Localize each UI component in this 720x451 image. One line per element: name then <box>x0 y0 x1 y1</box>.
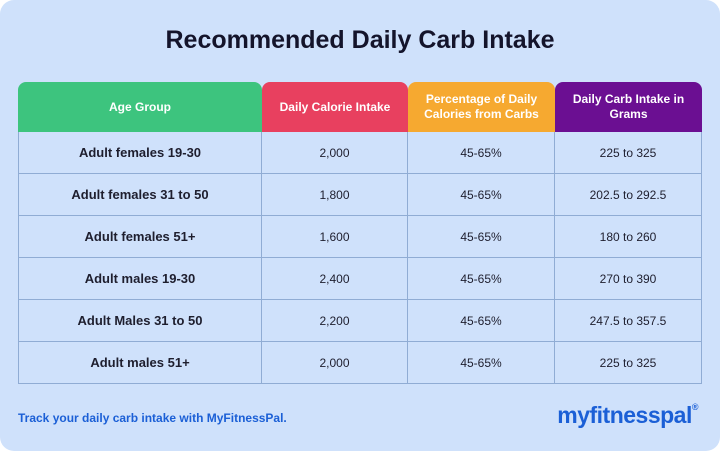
table-row: Adult males 51+ 2,000 45-65% 225 to 325 <box>18 342 702 384</box>
age-group-cell: Adult females 31 to 50 <box>18 174 262 216</box>
table-body: Adult females 19-30 2,000 45-65% 225 to 325… <box>18 132 702 384</box>
column-header: Age Group <box>18 82 262 132</box>
value-cell: 1,800 <box>262 174 408 216</box>
value-cell: 2,000 <box>262 132 408 174</box>
value-cell: 1,600 <box>262 216 408 258</box>
logo-text: myfitnesspal <box>557 402 692 428</box>
title: Recommended Daily Carb Intake <box>165 26 555 54</box>
table-row: Adult females 51+ 1,600 45-65% 180 to 260 <box>18 216 702 258</box>
age-group-cell: Adult females 51+ <box>18 216 262 258</box>
value-cell: 202.5 to 292.5 <box>555 174 702 216</box>
age-group-cell: Adult females 19-30 <box>18 132 262 174</box>
value-cell: 45-65% <box>408 300 555 342</box>
table-row: Adult Males 31 to 50 2,200 45-65% 247.5 to … <box>18 300 702 342</box>
column-header: Percentage of Daily Calories from Carbs <box>408 82 555 132</box>
value-cell: 225 to 325 <box>555 132 702 174</box>
age-group-cell: Adult males 51+ <box>18 342 262 384</box>
value-cell: 45-65% <box>408 174 555 216</box>
logo: myfitnesspal® <box>557 402 698 429</box>
value-cell: 2,000 <box>262 342 408 384</box>
age-group-cell: Adult Males 31 to 50 <box>18 300 262 342</box>
table-row: Adult females 19-30 2,000 45-65% 225 to 325 <box>18 132 702 174</box>
value-cell: 225 to 325 <box>555 342 702 384</box>
table-row: Adult males 19-30 2,400 45-65% 270 to 390 <box>18 258 702 300</box>
value-cell: 2,400 <box>262 258 408 300</box>
column-header: Daily Calorie Intake <box>262 82 408 132</box>
value-cell: 2,200 <box>262 300 408 342</box>
logo-mark: ® <box>691 402 699 412</box>
value-cell: 270 to 390 <box>555 258 702 300</box>
value-cell: 45-65% <box>408 132 555 174</box>
value-cell: 45-65% <box>408 342 555 384</box>
age-group-cell: Adult males 19-30 <box>18 258 262 300</box>
header-row: Age Group Daily Calorie Intake Percentage … <box>18 82 702 132</box>
footer-note: Track your daily carb intake with MyFitn… <box>18 411 287 425</box>
value-cell: 45-65% <box>408 258 555 300</box>
table-row: Adult females 31 to 50 1,800 45-65% 202.5 t… <box>18 174 702 216</box>
value-cell: 247.5 to 357.5 <box>555 300 702 342</box>
carb-table: Age Group Daily Calorie Intake Percentage … <box>18 82 702 384</box>
value-cell: 45-65% <box>408 216 555 258</box>
column-header: Daily Carb Intake in Grams <box>555 82 702 132</box>
value-cell: 180 to 260 <box>555 216 702 258</box>
